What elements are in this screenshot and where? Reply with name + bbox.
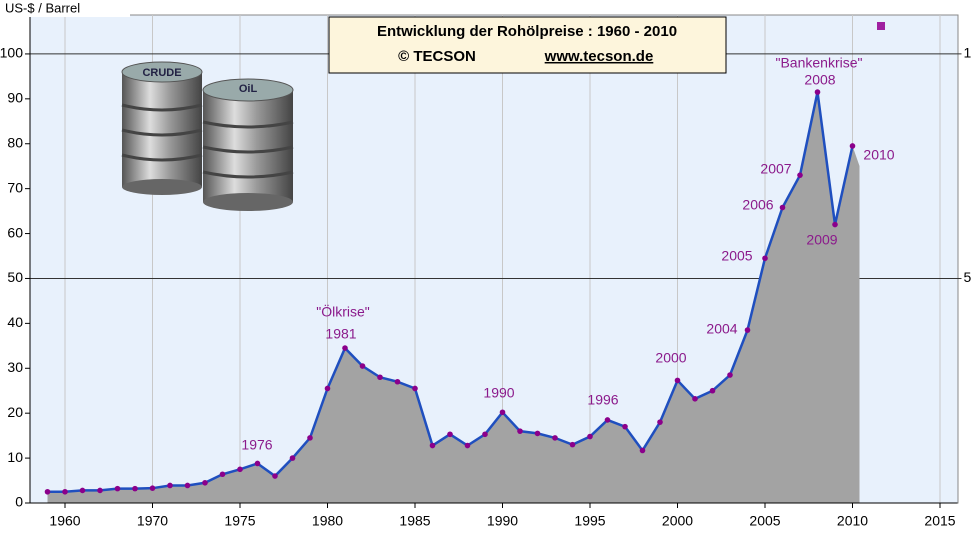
y-axis-label: US-$ / Barrel xyxy=(5,0,80,15)
y-tick-label: 40 xyxy=(7,314,23,330)
point xyxy=(517,428,523,434)
point xyxy=(850,143,856,149)
website-link[interactable]: www.tecson.de xyxy=(544,48,654,65)
point xyxy=(412,386,418,392)
barrel-base xyxy=(203,193,293,211)
chart-subtitle: © TECSON xyxy=(398,48,476,65)
y-tick-label: 60 xyxy=(7,224,23,240)
y-tick-label: 10 xyxy=(7,449,23,465)
point xyxy=(797,172,803,178)
point xyxy=(97,488,103,494)
point xyxy=(220,471,226,477)
point xyxy=(675,378,681,384)
y-tick-label: 30 xyxy=(7,359,23,375)
annotation: 2006 xyxy=(742,197,773,213)
x-tick-label: 1985 xyxy=(399,513,430,529)
annotation: 2005 xyxy=(721,248,752,264)
point xyxy=(587,434,593,440)
x-tick-label: 1975 xyxy=(224,513,255,529)
annotation: 1976 xyxy=(241,437,272,453)
point xyxy=(430,443,436,449)
point xyxy=(465,443,471,449)
y2-tick-label: 100 xyxy=(964,45,971,61)
y-tick-label: 100 xyxy=(0,45,23,61)
annotation: "Bankenkrise" xyxy=(776,55,863,71)
x-tick-label: 1995 xyxy=(574,513,605,529)
point xyxy=(692,396,698,402)
annotation: 2000 xyxy=(655,350,686,366)
y-tick-label: 80 xyxy=(7,134,23,150)
x-tick-label: 2015 xyxy=(924,513,955,529)
point xyxy=(272,473,278,479)
point xyxy=(237,467,243,473)
point xyxy=(342,345,348,351)
x-tick-label: 1990 xyxy=(487,513,518,529)
page: {"chart_data": {"type": "area-line", "ti… xyxy=(0,0,971,533)
annotation: 1996 xyxy=(587,392,618,408)
point xyxy=(710,388,716,394)
annotation: 2010 xyxy=(863,147,894,163)
point xyxy=(605,417,611,423)
y-tick-label: 70 xyxy=(7,179,23,195)
annotation: 2009 xyxy=(806,232,837,248)
point xyxy=(482,431,488,437)
point xyxy=(762,255,768,261)
point xyxy=(255,461,261,467)
x-tick-label: 1960 xyxy=(49,513,80,529)
point xyxy=(640,448,646,454)
y-tick-label: 20 xyxy=(7,404,23,420)
point xyxy=(535,431,541,437)
point xyxy=(307,435,313,441)
point xyxy=(500,409,506,415)
point xyxy=(447,431,453,437)
point xyxy=(185,483,191,489)
x-tick-label: 2000 xyxy=(662,513,693,529)
annotation: 2007 xyxy=(760,161,791,177)
y-tick-label: 90 xyxy=(7,90,23,106)
annotation: "Ölkrise" xyxy=(316,303,370,320)
chart: "Ölkrise"1981197619901996200020042005200… xyxy=(0,0,971,533)
barrel xyxy=(203,90,293,202)
point xyxy=(815,89,821,95)
point xyxy=(657,419,663,425)
chart-title: Entwicklung der Rohölpreise : 1960 - 201… xyxy=(377,23,677,40)
point xyxy=(552,435,558,441)
point xyxy=(45,489,51,495)
point xyxy=(202,480,208,486)
point xyxy=(395,379,401,385)
point xyxy=(570,442,576,448)
barrel-base xyxy=(122,179,202,195)
barrel xyxy=(122,72,202,187)
annotation: 1981 xyxy=(325,326,356,342)
y-tick-label: 0 xyxy=(15,494,23,510)
x-tick-label: 1970 xyxy=(137,513,168,529)
point xyxy=(115,486,121,492)
point xyxy=(80,488,86,494)
barrel-label: OiL xyxy=(239,83,258,95)
point xyxy=(377,374,383,380)
point xyxy=(325,386,331,392)
y-tick-label: 50 xyxy=(7,269,23,285)
point xyxy=(62,489,68,495)
x-tick-label: 2010 xyxy=(837,513,868,529)
point xyxy=(832,222,838,228)
barrel-label: CRUDE xyxy=(142,67,181,79)
annotation: 2008 xyxy=(804,72,835,88)
marker-square xyxy=(877,22,885,30)
point xyxy=(132,486,138,492)
annotation: 2004 xyxy=(706,321,737,337)
x-tick-label: 1980 xyxy=(312,513,343,529)
point xyxy=(150,485,156,491)
point xyxy=(167,483,173,489)
point xyxy=(780,205,786,211)
x-tick-label: 2005 xyxy=(749,513,780,529)
point xyxy=(622,424,628,430)
point xyxy=(290,455,296,461)
y2-tick-label: 50 xyxy=(964,269,971,285)
point xyxy=(745,327,751,333)
annotation: 1990 xyxy=(483,385,514,401)
point xyxy=(727,372,733,378)
point xyxy=(360,363,366,369)
